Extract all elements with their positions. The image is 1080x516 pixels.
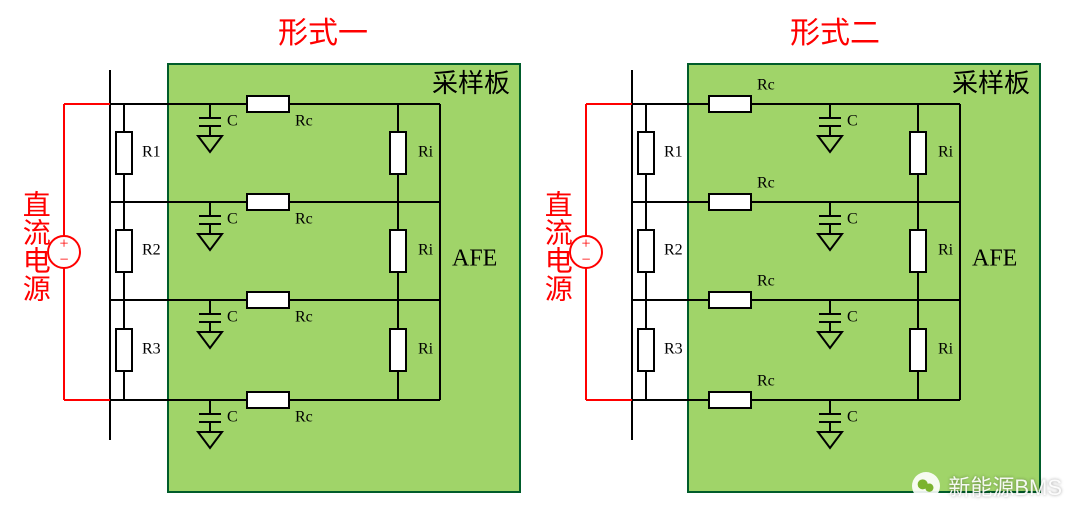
wechat-icon <box>912 472 940 500</box>
svg-text:R2: R2 <box>142 242 161 259</box>
svg-text:C: C <box>227 113 238 130</box>
svg-text:R3: R3 <box>142 341 161 358</box>
source-label-2: 直流电源 <box>540 190 571 302</box>
svg-text:C: C <box>227 309 238 326</box>
svg-text:Rc: Rc <box>295 113 313 130</box>
svg-text:Ri: Ri <box>418 144 434 161</box>
source-label-1: 直流电源 <box>18 190 49 302</box>
svg-text:Ri: Ri <box>938 341 954 358</box>
svg-text:−: − <box>59 251 68 268</box>
svg-text:Rc: Rc <box>295 309 313 326</box>
svg-text:采样板: 采样板 <box>432 69 510 98</box>
svg-text:C: C <box>847 409 858 426</box>
svg-text:Rc: Rc <box>295 409 313 426</box>
svg-text:Rc: Rc <box>757 273 775 290</box>
svg-text:AFE: AFE <box>452 246 497 272</box>
svg-text:Rc: Rc <box>757 175 775 192</box>
svg-text:C: C <box>847 309 858 326</box>
svg-text:Ri: Ri <box>418 341 434 358</box>
svg-text:−: − <box>581 251 590 268</box>
svg-text:Rc: Rc <box>757 77 775 94</box>
svg-text:Ri: Ri <box>938 242 954 259</box>
svg-text:+: + <box>581 235 590 252</box>
svg-text:C: C <box>847 211 858 228</box>
svg-text:C: C <box>227 409 238 426</box>
svg-text:AFE: AFE <box>972 246 1017 272</box>
title-form1: 形式一 <box>278 8 368 52</box>
svg-text:C: C <box>227 211 238 228</box>
svg-text:Ri: Ri <box>938 144 954 161</box>
svg-text:采样板: 采样板 <box>952 69 1030 98</box>
svg-text:Rc: Rc <box>757 373 775 390</box>
svg-text:R3: R3 <box>664 341 683 358</box>
svg-text:C: C <box>847 113 858 130</box>
svg-text:R1: R1 <box>142 144 161 161</box>
watermark: 新能源BMS <box>912 470 1062 502</box>
svg-text:R1: R1 <box>664 144 683 161</box>
svg-text:Rc: Rc <box>295 211 313 228</box>
title-form2: 形式二 <box>790 8 880 52</box>
watermark-text: 新能源BMS <box>948 470 1062 502</box>
svg-text:+: + <box>59 235 68 252</box>
diagram-stage: 形式一 形式二 直流电源 直流电源 采样板AFE+−R1R2R3RiRiRiCR… <box>0 0 1080 516</box>
svg-text:R2: R2 <box>664 242 683 259</box>
svg-text:Ri: Ri <box>418 242 434 259</box>
